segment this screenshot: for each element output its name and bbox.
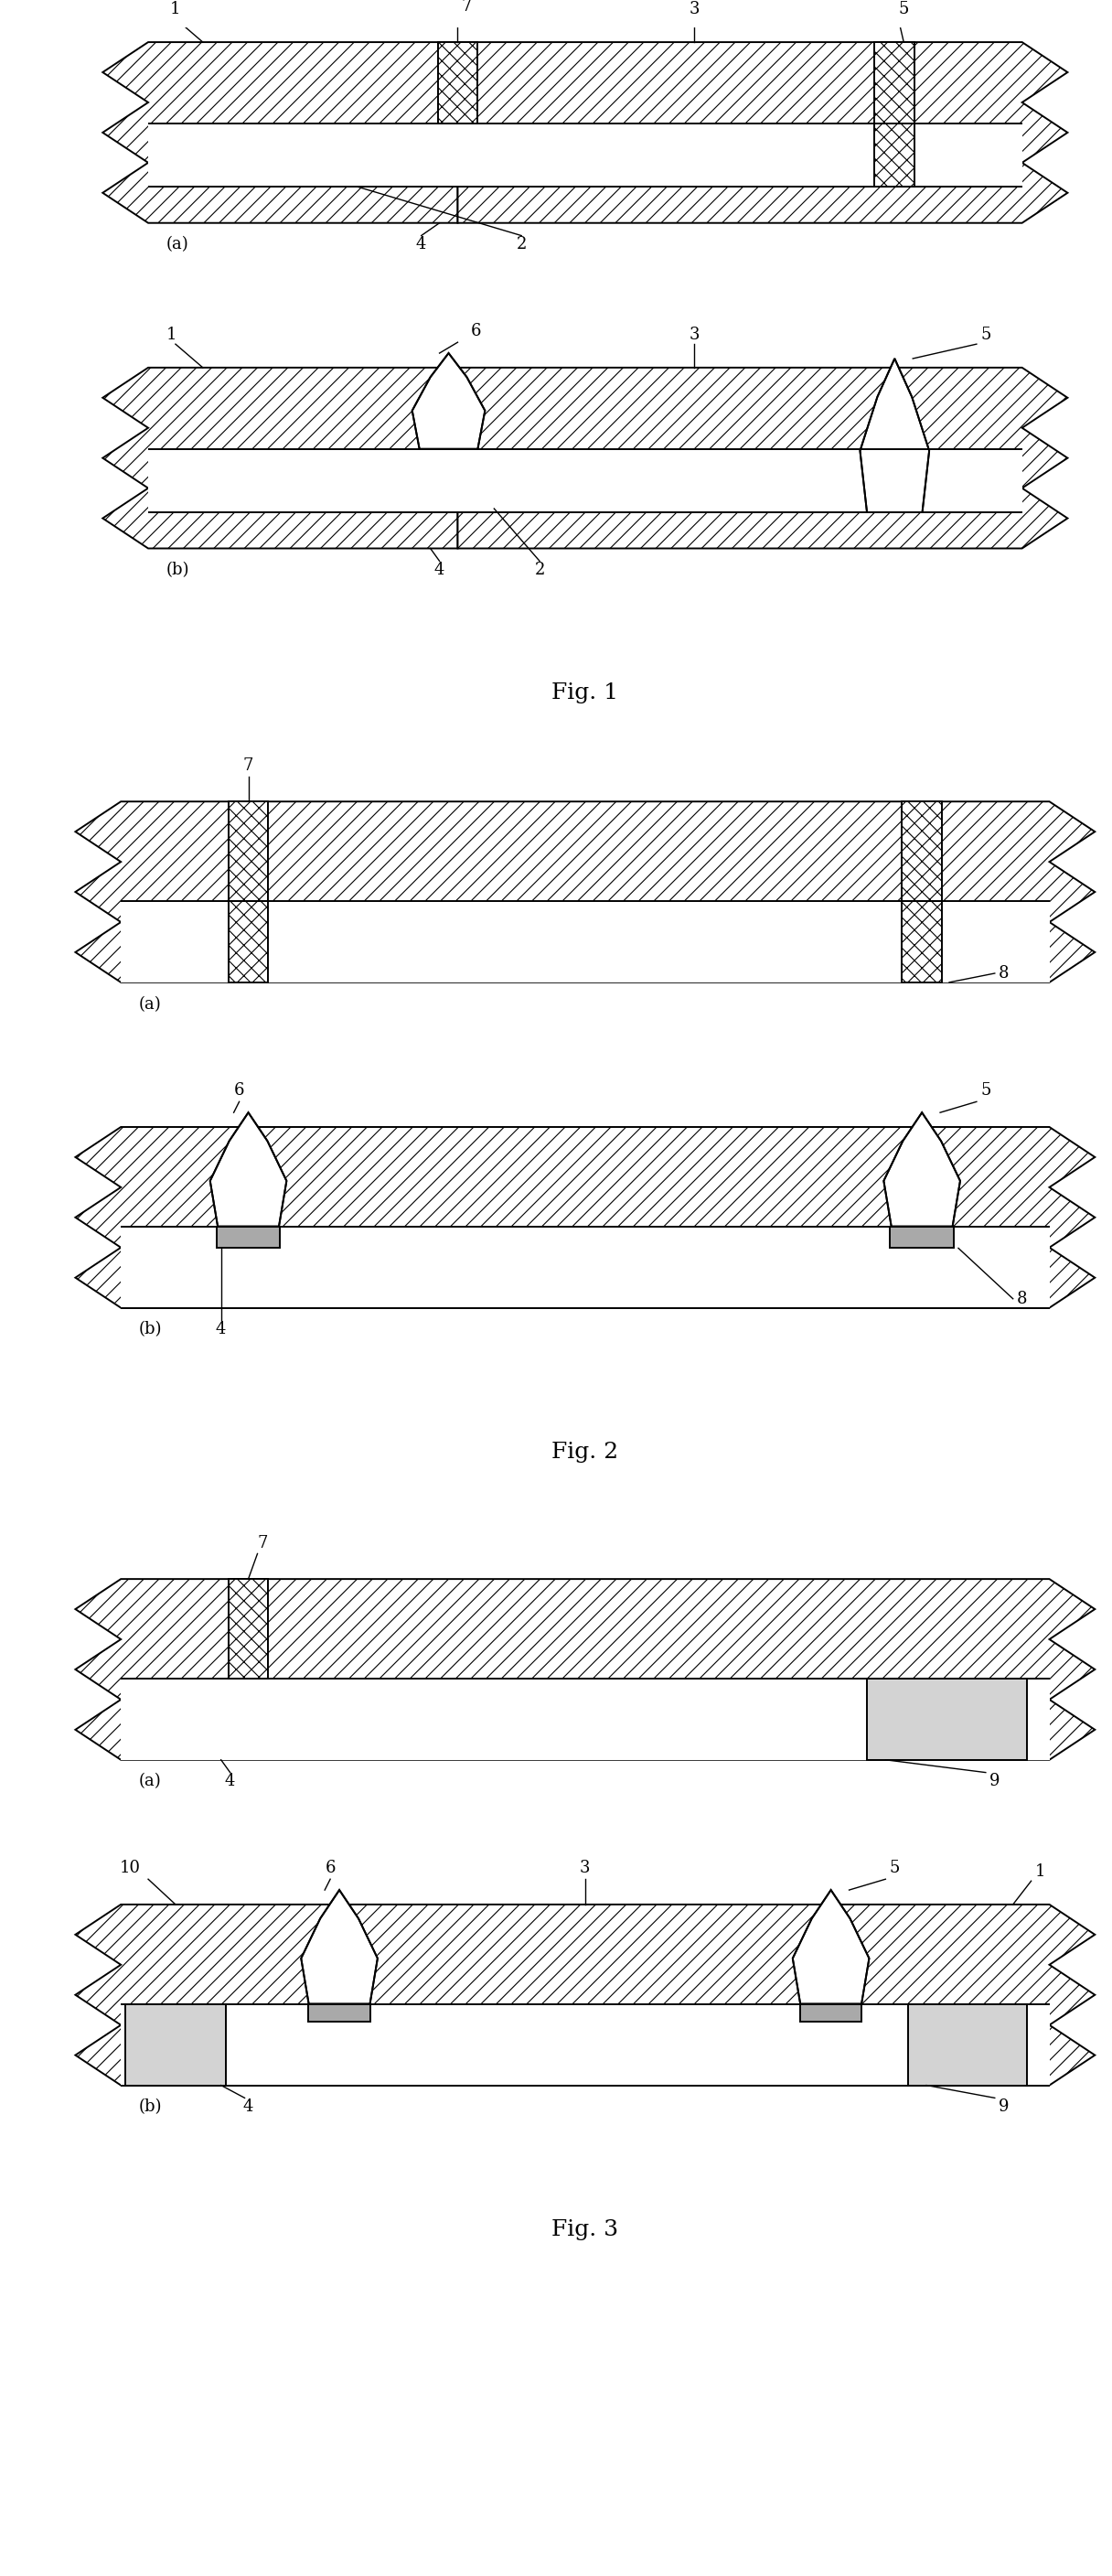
Polygon shape <box>76 1579 1095 1759</box>
Text: 6: 6 <box>325 1860 336 1875</box>
Text: 4: 4 <box>216 1321 226 1337</box>
Bar <box>121 1680 1050 1759</box>
Polygon shape <box>76 1904 1095 2087</box>
Bar <box>228 1579 268 1680</box>
Text: 1: 1 <box>1035 1862 1045 1880</box>
Polygon shape <box>458 41 1068 224</box>
Text: (b): (b) <box>139 2099 162 2115</box>
Bar <box>308 2004 370 2022</box>
Bar <box>438 41 478 124</box>
Polygon shape <box>793 1891 870 2004</box>
Text: 2: 2 <box>516 237 527 252</box>
Polygon shape <box>860 358 930 513</box>
Text: 9: 9 <box>999 2099 1009 2115</box>
Text: 8: 8 <box>999 966 1009 981</box>
Bar <box>148 124 1022 188</box>
Bar <box>228 902 268 981</box>
Polygon shape <box>210 1113 287 1226</box>
Text: (a): (a) <box>139 997 161 1012</box>
Text: 7: 7 <box>258 1535 268 1551</box>
Text: (b): (b) <box>167 562 190 580</box>
Bar <box>148 448 1022 513</box>
Bar <box>902 801 942 902</box>
Text: 6: 6 <box>234 1082 245 1100</box>
Text: 3: 3 <box>689 327 699 343</box>
Text: 8: 8 <box>1016 1291 1027 1306</box>
Text: Fig. 3: Fig. 3 <box>552 2221 618 2241</box>
Bar <box>228 801 268 902</box>
Text: 7: 7 <box>461 0 471 15</box>
Text: 3: 3 <box>689 3 699 18</box>
Text: 6: 6 <box>470 322 481 340</box>
Text: 10: 10 <box>119 1860 140 1875</box>
Bar <box>121 1226 1050 1309</box>
Bar <box>890 1226 954 1249</box>
Bar <box>217 1226 280 1249</box>
Polygon shape <box>102 41 458 224</box>
Text: 2: 2 <box>535 562 545 580</box>
Polygon shape <box>102 368 458 549</box>
Text: Fig. 1: Fig. 1 <box>552 683 618 703</box>
Text: 3: 3 <box>579 1860 590 1875</box>
Text: 4: 4 <box>416 237 427 252</box>
Text: 5: 5 <box>981 327 991 343</box>
Text: 4: 4 <box>244 2099 254 2115</box>
Text: 5: 5 <box>890 1860 900 1875</box>
Text: 5: 5 <box>981 1082 991 1100</box>
Bar <box>902 902 942 981</box>
Polygon shape <box>76 801 1095 981</box>
Text: (b): (b) <box>139 1321 162 1337</box>
Bar <box>875 41 915 188</box>
Text: 9: 9 <box>990 1772 1000 1790</box>
Text: (a): (a) <box>167 237 189 252</box>
Bar <box>126 2004 226 2087</box>
Polygon shape <box>76 1126 1095 1309</box>
Polygon shape <box>301 1891 378 2004</box>
Bar <box>800 2004 862 2022</box>
Text: 5: 5 <box>898 3 909 18</box>
Polygon shape <box>413 353 485 448</box>
Text: 7: 7 <box>244 757 254 773</box>
Text: Fig. 2: Fig. 2 <box>552 1443 618 1463</box>
Bar <box>121 2004 1050 2087</box>
Text: 4: 4 <box>435 562 445 580</box>
Text: 4: 4 <box>225 1772 236 1790</box>
Text: (a): (a) <box>139 1772 161 1790</box>
Polygon shape <box>458 368 1068 549</box>
Bar <box>867 1680 1026 1759</box>
Bar <box>121 902 1050 981</box>
Text: 1: 1 <box>167 327 177 343</box>
Text: 1: 1 <box>170 3 181 18</box>
Bar <box>909 2004 1026 2087</box>
Polygon shape <box>884 1113 960 1226</box>
